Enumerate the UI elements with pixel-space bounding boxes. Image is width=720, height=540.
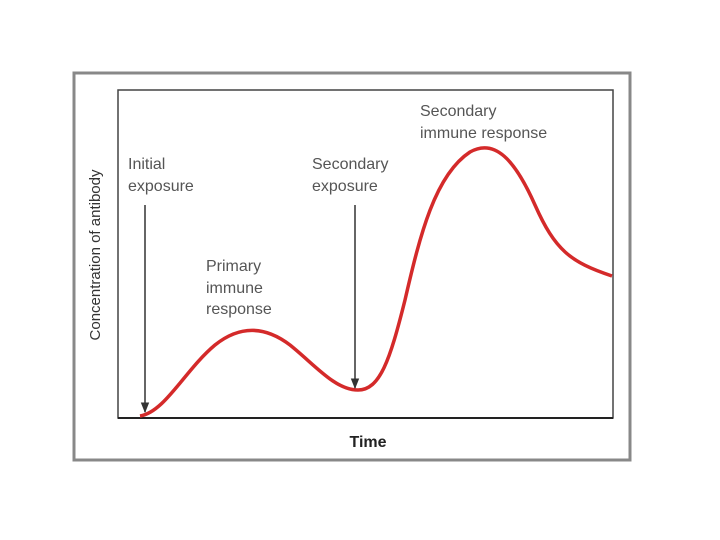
annotation: immune — [206, 280, 263, 297]
y-axis-label: Concentration of antibody — [87, 169, 104, 340]
annotation: exposure — [312, 178, 378, 195]
annotation: Primary — [206, 258, 261, 275]
antibody-curve — [139, 146, 613, 418]
annotation: immune response — [420, 125, 547, 142]
annotation: Secondary — [312, 156, 389, 173]
annotation: Secondary — [420, 103, 497, 120]
x-axis-label: Time — [349, 434, 386, 451]
plot-box — [117, 89, 614, 419]
annotation: exposure — [128, 178, 194, 195]
annotation: response — [206, 301, 272, 318]
annotation: Initial — [128, 156, 165, 173]
